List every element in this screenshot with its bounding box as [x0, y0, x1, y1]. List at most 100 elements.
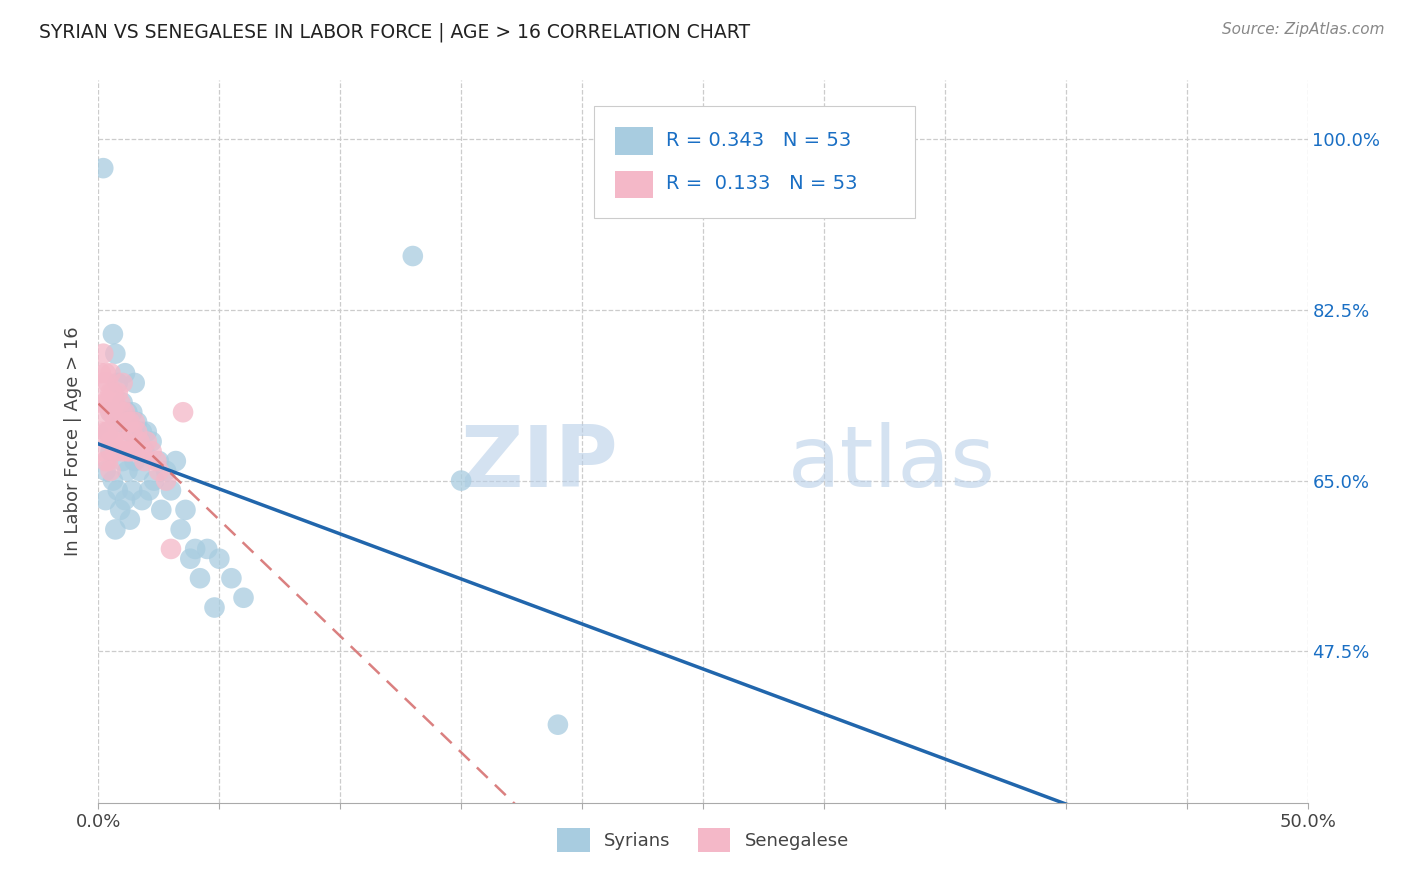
Point — [117, 415, 139, 429]
Point — [100, 464, 122, 478]
Point — [134, 454, 156, 468]
Point — [124, 454, 146, 468]
Point — [91, 405, 114, 419]
Point — [124, 415, 146, 429]
FancyBboxPatch shape — [595, 105, 915, 218]
Point — [94, 493, 117, 508]
Point — [107, 385, 129, 400]
Point — [90, 395, 112, 409]
Point — [143, 474, 166, 488]
Point — [160, 483, 183, 498]
Point — [108, 395, 131, 409]
Point — [131, 493, 153, 508]
Point — [94, 425, 117, 439]
Point — [101, 434, 124, 449]
Point — [97, 425, 120, 439]
Point — [124, 376, 146, 390]
Point — [184, 541, 207, 556]
Y-axis label: In Labor Force | Age > 16: In Labor Force | Age > 16 — [65, 326, 83, 557]
Point — [114, 405, 136, 419]
Text: atlas: atlas — [787, 422, 995, 505]
Point — [131, 444, 153, 458]
Point — [108, 503, 131, 517]
Point — [195, 541, 218, 556]
Point — [111, 376, 134, 390]
Text: Source: ZipAtlas.com: Source: ZipAtlas.com — [1222, 22, 1385, 37]
Point — [402, 249, 425, 263]
Text: SYRIAN VS SENEGALESE IN LABOR FORCE | AGE > 16 CORRELATION CHART: SYRIAN VS SENEGALESE IN LABOR FORCE | AG… — [39, 22, 751, 42]
Point — [141, 434, 163, 449]
Point — [208, 551, 231, 566]
Point — [90, 425, 112, 439]
Point — [121, 425, 143, 439]
Bar — [614, 128, 654, 154]
Point — [121, 405, 143, 419]
Point — [232, 591, 254, 605]
Point — [135, 434, 157, 449]
Point — [91, 376, 114, 390]
Point — [118, 425, 141, 439]
Point — [169, 523, 191, 537]
Point — [101, 327, 124, 342]
Point — [127, 425, 149, 439]
Text: R =  0.133   N = 53: R = 0.133 N = 53 — [665, 174, 858, 193]
Text: ZIP: ZIP — [461, 422, 619, 505]
Point — [91, 161, 114, 176]
Point — [111, 444, 134, 458]
Point — [108, 415, 131, 429]
Point — [131, 425, 153, 439]
Point — [100, 444, 122, 458]
Point — [107, 483, 129, 498]
Point — [114, 434, 136, 449]
Bar — [614, 170, 654, 198]
Point — [108, 434, 131, 449]
Point — [94, 395, 117, 409]
Point — [104, 415, 127, 429]
Point — [100, 405, 122, 419]
Point — [165, 454, 187, 468]
Point — [118, 415, 141, 429]
Point — [141, 444, 163, 458]
Point — [90, 366, 112, 380]
Point — [111, 454, 134, 468]
Point — [134, 444, 156, 458]
Point — [145, 454, 167, 468]
Point — [138, 483, 160, 498]
Point — [94, 366, 117, 380]
Point — [127, 415, 149, 429]
Point — [100, 385, 122, 400]
Point — [150, 503, 173, 517]
Point — [111, 395, 134, 409]
Point — [547, 717, 569, 731]
Text: R = 0.343   N = 53: R = 0.343 N = 53 — [665, 131, 851, 150]
Point — [188, 571, 211, 585]
Point — [114, 366, 136, 380]
Point — [91, 346, 114, 360]
Legend: Syrians, Senegalese: Syrians, Senegalese — [550, 822, 856, 859]
Point — [97, 376, 120, 390]
Point — [114, 493, 136, 508]
Point — [148, 464, 170, 478]
Point — [97, 454, 120, 468]
Point — [117, 405, 139, 419]
Point — [128, 464, 150, 478]
Point — [94, 464, 117, 478]
Point — [111, 405, 134, 419]
Point — [91, 444, 114, 458]
Point — [135, 425, 157, 439]
Point — [100, 434, 122, 449]
Point — [155, 474, 177, 488]
Point — [172, 405, 194, 419]
Point — [101, 405, 124, 419]
Point — [100, 405, 122, 419]
Point — [101, 474, 124, 488]
Point — [450, 474, 472, 488]
Point — [174, 503, 197, 517]
Point — [94, 454, 117, 468]
Point — [221, 571, 243, 585]
Point — [118, 444, 141, 458]
Point — [121, 483, 143, 498]
Point — [179, 551, 201, 566]
Point — [117, 444, 139, 458]
Point — [124, 444, 146, 458]
